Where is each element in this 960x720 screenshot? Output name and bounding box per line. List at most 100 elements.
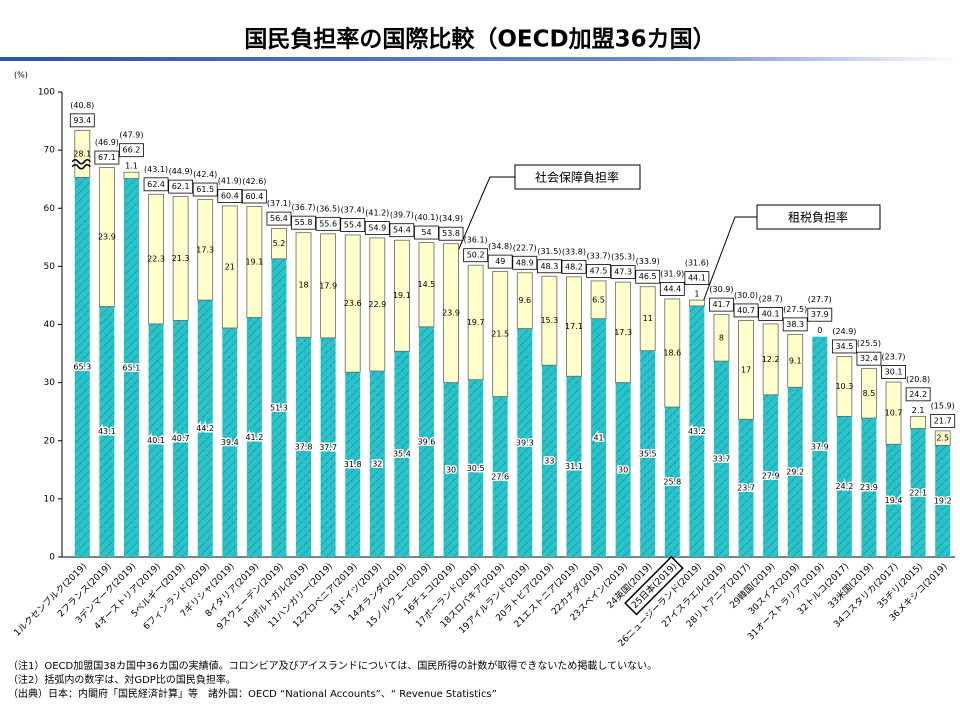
tax-value-label: 37.9 bbox=[811, 442, 829, 451]
social-bar bbox=[320, 233, 337, 339]
note: （注1）OECD加盟国38カ国中36カ国の実績値。コロンビア及びアイスランドにつ… bbox=[8, 659, 657, 672]
tax-bar bbox=[74, 177, 90, 557]
tax-bar bbox=[246, 317, 262, 557]
total-box bbox=[241, 189, 267, 204]
gdp-ratio-label: (31.9) bbox=[660, 269, 684, 278]
total-label: 93.4 bbox=[73, 116, 91, 125]
tax-value-label: 43.2 bbox=[688, 427, 706, 436]
total-box bbox=[586, 264, 611, 278]
social-value-label: 1 bbox=[694, 290, 699, 299]
total-label: 44.1 bbox=[688, 274, 706, 283]
social-value-label: 10.3 bbox=[835, 382, 853, 391]
total-box bbox=[930, 413, 956, 428]
tax-value-label: 23.7 bbox=[737, 484, 755, 493]
social-bar bbox=[688, 299, 705, 307]
social-value-label: 22.9 bbox=[368, 300, 386, 309]
tax-bar bbox=[689, 305, 705, 557]
tax-bar bbox=[99, 306, 115, 557]
total-box bbox=[684, 271, 710, 285]
total-label: 24.2 bbox=[909, 390, 927, 399]
total-box bbox=[94, 150, 120, 165]
tax-bar bbox=[615, 382, 631, 557]
total-box bbox=[291, 215, 316, 230]
tax-value-label: 40.7 bbox=[172, 434, 190, 443]
gdp-ratio-label: (41.9) bbox=[218, 176, 242, 185]
tax-value-label: 31.8 bbox=[344, 460, 362, 469]
social-bar bbox=[762, 323, 779, 396]
tax-value-label: 29.2 bbox=[786, 468, 804, 477]
total-box bbox=[487, 254, 513, 269]
social-bar bbox=[885, 381, 902, 445]
social-value-label: 28.1 bbox=[73, 149, 91, 158]
social-value-label: 19.7 bbox=[467, 318, 485, 327]
social-bar bbox=[295, 232, 312, 338]
total-box bbox=[561, 259, 587, 274]
total-box bbox=[69, 113, 95, 128]
note: （出典）日本：内閣府「国民経済計算」等 諸外国：OECD “National A… bbox=[8, 687, 497, 700]
total-box bbox=[856, 351, 882, 366]
gdp-ratio-label: (33.7) bbox=[587, 251, 611, 260]
gdp-ratio-label: (23.7) bbox=[882, 353, 906, 362]
gdp-ratio-label: (40.8) bbox=[70, 101, 94, 110]
tax-bar bbox=[271, 258, 287, 557]
total-box bbox=[217, 189, 243, 203]
social-value-label: 10.7 bbox=[885, 409, 903, 418]
tax-bar bbox=[418, 326, 434, 557]
y-tick-label: 50 bbox=[44, 262, 56, 272]
note: （注2）括弧内の数字は、対GDP比の国民負担率。 bbox=[8, 673, 236, 686]
total-label: 40.7 bbox=[737, 306, 755, 315]
social-bar bbox=[443, 243, 459, 384]
total-box bbox=[315, 216, 341, 231]
gdp-ratio-label: (33.9) bbox=[636, 257, 660, 266]
gdp-ratio-label: (27.5) bbox=[783, 305, 807, 314]
total-box bbox=[364, 220, 390, 235]
callout-tax: 租税負担率 bbox=[699, 204, 881, 311]
tax-bar bbox=[763, 394, 779, 557]
social-bar bbox=[664, 298, 681, 408]
social-value-label: 21.5 bbox=[491, 330, 509, 339]
tax-bar bbox=[394, 351, 410, 557]
social-value-label: 17 bbox=[741, 365, 751, 374]
social-value-label: 21.3 bbox=[172, 254, 190, 263]
total-label: 47.5 bbox=[590, 266, 608, 275]
social-bar bbox=[541, 275, 558, 366]
y-tick-label: 0 bbox=[49, 553, 55, 563]
callout-social: 社会保障負担率 bbox=[454, 164, 641, 259]
tax-value-label: 32 bbox=[372, 460, 382, 469]
tax-bar bbox=[320, 337, 336, 557]
tax-value-label: 30 bbox=[446, 465, 456, 474]
gdp-ratio-label: (34.9) bbox=[439, 214, 463, 223]
total-label: 49 bbox=[495, 257, 505, 266]
total-box bbox=[709, 297, 734, 312]
social-bar bbox=[221, 205, 238, 329]
tax-value-label: 22.1 bbox=[909, 488, 927, 497]
tax-bar bbox=[713, 361, 729, 557]
social-value-label: 9.6 bbox=[518, 296, 531, 305]
tax-bar bbox=[123, 178, 139, 557]
total-label: 41.7 bbox=[713, 300, 731, 309]
social-bar bbox=[172, 196, 189, 321]
total-label: 48.2 bbox=[565, 262, 583, 271]
total-box bbox=[119, 143, 144, 158]
social-bar bbox=[344, 234, 361, 373]
tax-bar bbox=[541, 365, 557, 557]
total-label: 34.5 bbox=[835, 342, 853, 351]
total-label: 62.1 bbox=[172, 182, 190, 191]
social-bar bbox=[123, 171, 140, 180]
social-bar bbox=[492, 271, 509, 397]
tax-value-label: 27.9 bbox=[762, 471, 780, 480]
social-bar bbox=[148, 193, 164, 325]
total-box bbox=[463, 248, 489, 263]
title-rule bbox=[0, 57, 960, 61]
total-label: 62.4 bbox=[147, 180, 165, 189]
social-bar bbox=[934, 430, 951, 446]
tax-bar bbox=[566, 376, 582, 557]
tax-value-label: 25.8 bbox=[663, 478, 681, 487]
social-bar bbox=[713, 314, 730, 362]
social-value-label: 6.5 bbox=[592, 295, 605, 304]
gdp-ratio-label: (25.5) bbox=[857, 339, 881, 348]
total-label: 38.3 bbox=[786, 320, 804, 329]
social-value-label: 23.6 bbox=[344, 299, 362, 308]
total-box bbox=[340, 218, 366, 232]
